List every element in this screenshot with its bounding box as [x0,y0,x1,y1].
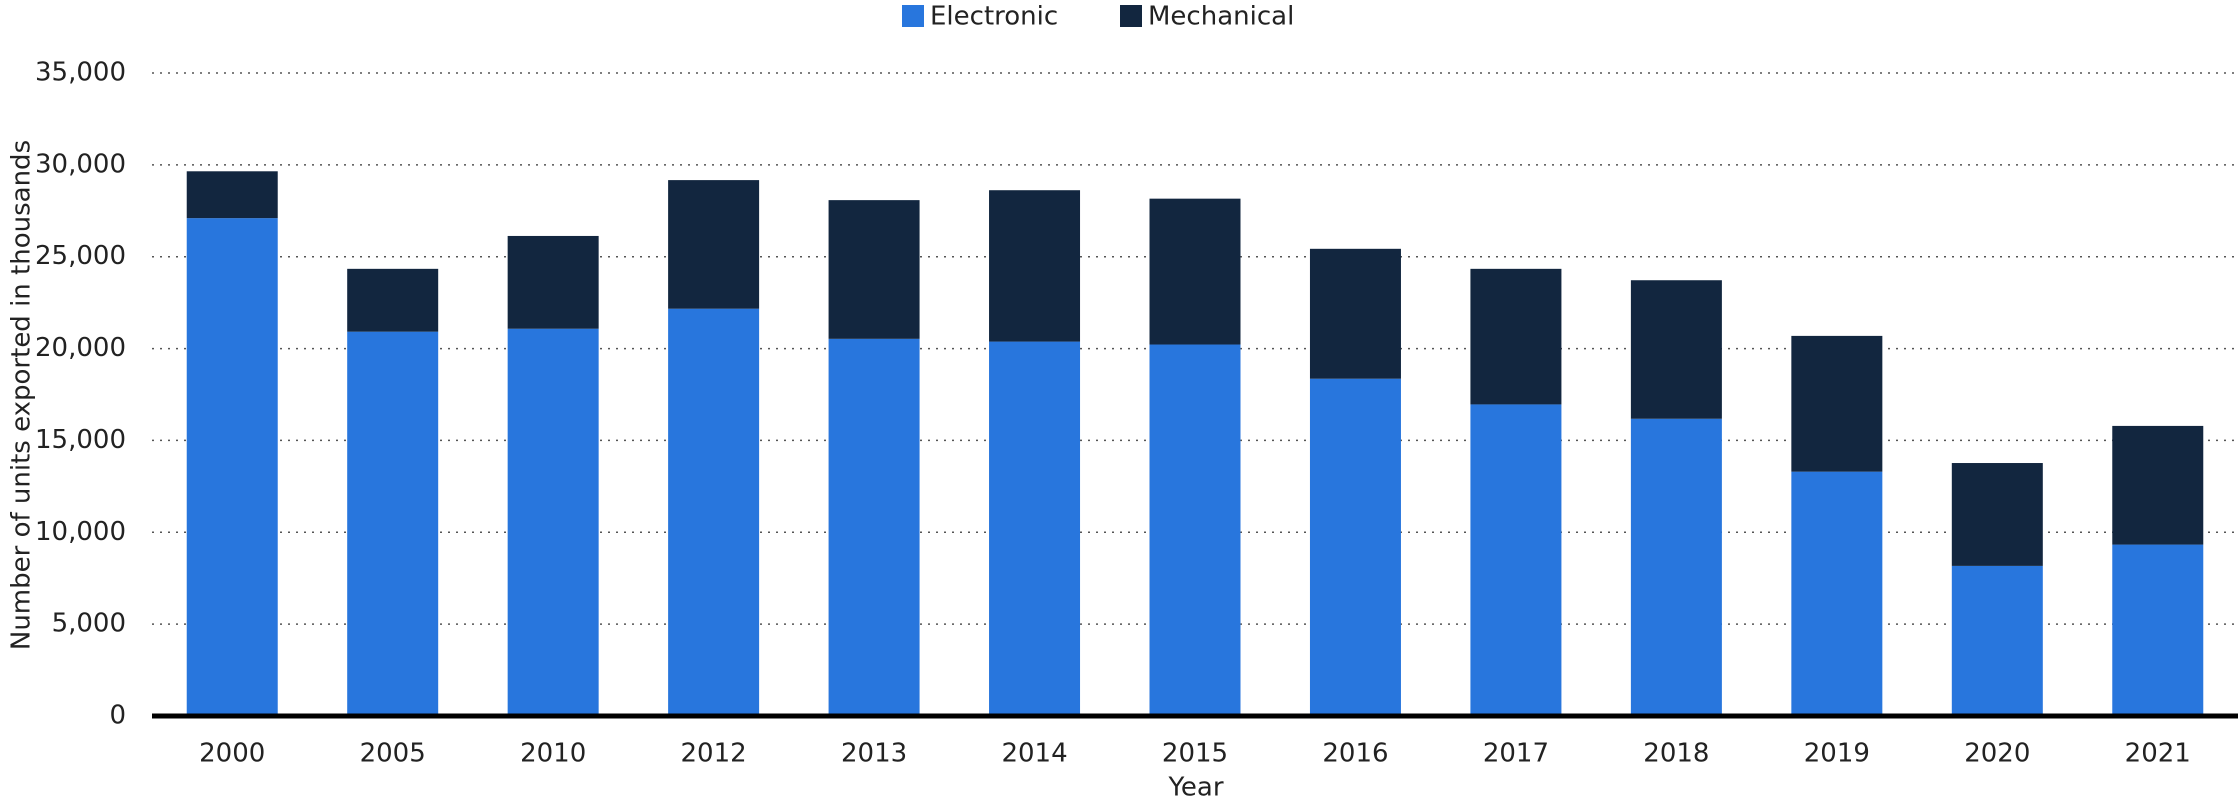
bar-segment [347,268,439,332]
y-tick-label: 35,000 [35,58,126,88]
bar-segment [1149,198,1241,345]
y-tick-label: 20,000 [35,333,126,363]
bar-segment [507,328,599,716]
bar-segment [668,180,760,309]
x-tick-label: 2019 [1804,739,1870,769]
y-tick-label: 30,000 [35,149,126,179]
bar-segment [1791,471,1883,716]
bar-segment [668,308,760,716]
bar-segment [1149,344,1241,716]
x-tick-label: 2000 [199,739,265,769]
y-axis-label: Number of units exported in thousands [7,140,37,650]
x-tick-label: 2018 [1643,739,1709,769]
bar-segment [2112,425,2204,545]
x-tick-label: 2015 [1162,739,1228,769]
x-tick-label: 2010 [520,739,586,769]
bar-segment [1791,335,1883,472]
bar-segment [1470,268,1562,405]
y-tick-label: 25,000 [35,241,126,271]
y-tick-label: 15,000 [35,425,126,455]
bar-segment [1951,463,2043,566]
x-tick-label: 2017 [1483,739,1549,769]
bar-segment [1630,418,1722,716]
x-tick-label: 2012 [681,739,747,769]
bar-segment [2112,544,2204,716]
y-tick-label: 10,000 [35,517,126,547]
x-tick-label: 2005 [360,739,426,769]
y-tick-label: 0 [109,701,126,731]
x-axis-label: Year [1167,773,1223,803]
legend-swatch [902,5,924,27]
bar-segment [1309,378,1401,716]
bar-segment [1309,248,1401,379]
bar-segment [1951,565,2043,716]
x-tick-label: 2021 [2125,739,2191,769]
x-tick-label: 2014 [1001,739,1067,769]
bar-segment [347,331,439,716]
x-tick-label: 2013 [841,739,907,769]
bar-segment [186,171,278,219]
bar-segment [507,235,599,329]
bar-segment [989,341,1081,716]
bar-segment [186,218,278,717]
bar-segment [828,200,920,339]
legend-label: Mechanical [1148,2,1294,32]
y-tick-label: 5,000 [52,609,126,639]
x-tick-label: 2016 [1322,739,1388,769]
bar-segment [828,338,920,716]
x-tick-label: 2020 [1964,739,2030,769]
legend-label: Electronic [930,2,1058,32]
bar-segment [1630,280,1722,419]
bar-segment [989,190,1081,342]
bar-segment [1470,404,1562,716]
legend-swatch [1120,5,1142,27]
